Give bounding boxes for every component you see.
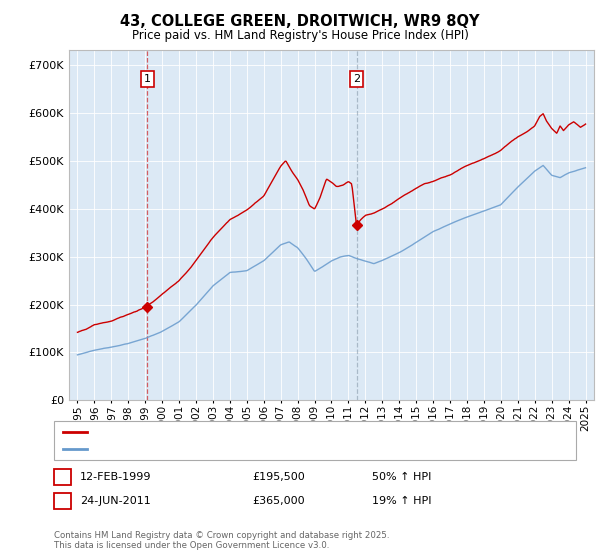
- Text: 43, COLLEGE GREEN, DROITWICH, WR9 8QY: 43, COLLEGE GREEN, DROITWICH, WR9 8QY: [120, 14, 480, 29]
- Text: Price paid vs. HM Land Registry's House Price Index (HPI): Price paid vs. HM Land Registry's House …: [131, 29, 469, 42]
- Text: 43, COLLEGE GREEN, DROITWICH, WR9 8QY (detached house): 43, COLLEGE GREEN, DROITWICH, WR9 8QY (d…: [91, 427, 416, 437]
- Text: £365,000: £365,000: [252, 496, 305, 506]
- Text: 50% ↑ HPI: 50% ↑ HPI: [372, 472, 431, 482]
- Text: 24-JUN-2011: 24-JUN-2011: [80, 496, 151, 506]
- Text: 1: 1: [59, 472, 66, 482]
- Text: 2: 2: [59, 496, 66, 506]
- Text: Contains HM Land Registry data © Crown copyright and database right 2025.
This d: Contains HM Land Registry data © Crown c…: [54, 530, 389, 550]
- Text: 19% ↑ HPI: 19% ↑ HPI: [372, 496, 431, 506]
- Text: HPI: Average price, detached house, Wychavon: HPI: Average price, detached house, Wych…: [91, 444, 338, 454]
- Text: 12-FEB-1999: 12-FEB-1999: [80, 472, 151, 482]
- Text: 2: 2: [353, 74, 360, 84]
- Text: 1: 1: [144, 74, 151, 84]
- Text: £195,500: £195,500: [252, 472, 305, 482]
